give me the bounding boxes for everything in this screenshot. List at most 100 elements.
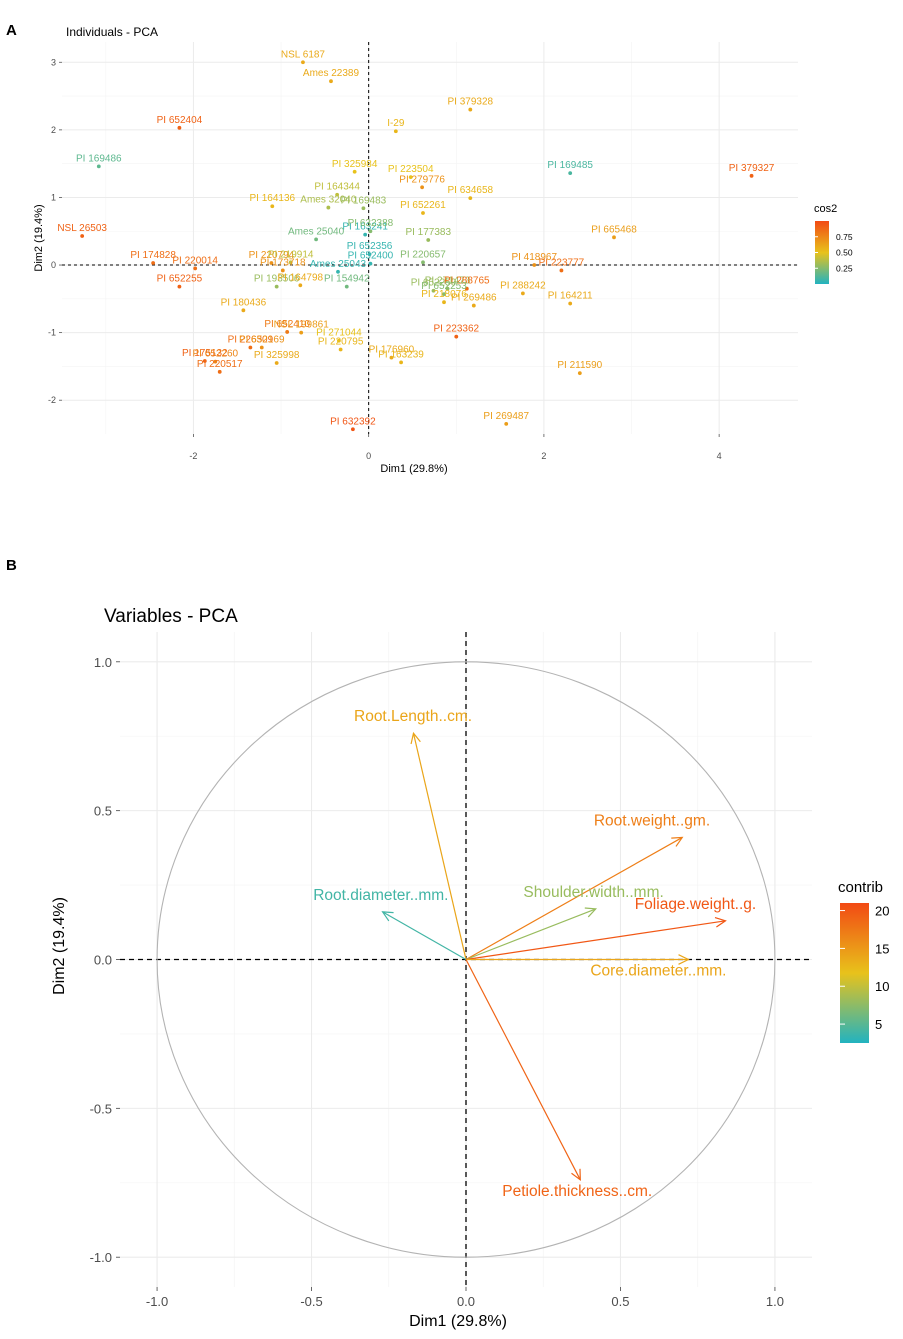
legend-b-tick-label: 10 [875, 979, 889, 994]
individual-label: PI 220794 [249, 250, 295, 261]
individual-label: PI 169486 [76, 153, 122, 164]
individual-point [568, 171, 573, 176]
individual-point [504, 421, 509, 426]
individual-point [298, 283, 303, 288]
individual-point [520, 291, 525, 296]
individual-point [361, 206, 366, 211]
individual-point [421, 260, 425, 265]
variable-arrowhead [678, 954, 690, 965]
individual-point [367, 252, 372, 257]
individual-point [389, 355, 394, 360]
individual-point [336, 338, 341, 343]
individual-point [280, 268, 285, 273]
individual-label: PI 223777 [539, 257, 585, 268]
panel-b-legend: contrib 20 15 10 5 [838, 879, 889, 1043]
x-tick-label-a: 4 [717, 451, 722, 461]
individual-point [468, 196, 473, 201]
panel-a-points [80, 60, 754, 432]
individual-point [368, 229, 373, 234]
individual-label: Ames 25040 [288, 226, 345, 237]
individual-label: PI 223504 [388, 164, 434, 175]
individual-point [329, 79, 333, 84]
y-tick-label-b: 1.0 [94, 655, 112, 670]
individual-point [285, 330, 290, 334]
individual-point [454, 334, 459, 339]
panel-a-x-axis-title: Dim1 (29.8%) [380, 463, 447, 475]
legend-b-tick-label: 20 [875, 904, 889, 919]
individual-label: PI 173718 [260, 257, 306, 268]
individual-point [274, 284, 279, 289]
y-tick-label-a: -1 [48, 328, 56, 338]
individual-label: PI 418967 [511, 252, 557, 263]
individual-point [270, 204, 275, 209]
y-tick-label-a: 2 [51, 125, 56, 135]
unit-circle [156, 661, 776, 1258]
individual-label: NSL 26503 [57, 223, 107, 234]
panel-b-correlation-circle [156, 661, 776, 1258]
x-tick-label-a: 0 [366, 451, 371, 461]
variable-arrowhead [571, 1168, 581, 1182]
individual-point [177, 284, 182, 289]
x-tick-label-b: 0.0 [457, 1294, 475, 1309]
individual-point [344, 284, 349, 289]
x-tick-label-b: -0.5 [300, 1294, 322, 1309]
variable-label: Root.weight..gm. [594, 812, 710, 829]
individual-label: PI 379327 [729, 163, 775, 174]
individual-label: PI 163239 [378, 349, 424, 360]
individual-label: PI 652169 [239, 334, 285, 345]
individual-label: PI 169485 [547, 160, 593, 171]
individual-point [288, 260, 293, 265]
individual-label: PI 220014 [172, 255, 218, 266]
individual-point [749, 173, 754, 178]
individual-point [213, 359, 218, 364]
legend-a-title: cos2 [814, 203, 837, 215]
individual-point [612, 235, 616, 240]
individual-label: PI 279776 [399, 174, 445, 185]
legend-a-tick-label: 0.50 [836, 248, 853, 258]
individual-point [248, 345, 253, 350]
legend-a-tick-label: 0.75 [836, 232, 853, 242]
individual-label: PI 652400 [348, 251, 394, 262]
individual-point [274, 361, 279, 365]
individual-label: NSL 199861 [274, 320, 330, 331]
legend-a-tick-label: 0.25 [836, 263, 853, 273]
variable-arrowhead [410, 731, 421, 745]
panel-a: A Individuals - PCA -2 0 2 4 -2 -1 0 1 2 3 NSL 61… [6, 22, 853, 475]
x-tick-label-a: 2 [541, 451, 546, 461]
variable-label: Root.Length..cm. [354, 708, 472, 725]
individual-label: PI 652255 [157, 274, 203, 285]
individual-point [468, 107, 473, 112]
individual-point [336, 269, 340, 274]
y-tick-label-b: -1.0 [90, 1250, 112, 1265]
y-tick-label-a: 3 [51, 57, 56, 67]
panel-a-axes: -2 0 2 4 -2 -1 0 1 2 3 [48, 42, 798, 461]
individual-point [442, 292, 446, 296]
individual-label: Ames 25043 [310, 259, 367, 270]
y-tick-label-a: 1 [51, 192, 56, 202]
individual-label: PI 219914 [268, 249, 314, 260]
individual-point [393, 129, 398, 134]
individual-point [301, 60, 305, 65]
individual-label: PI 271473 [425, 276, 471, 287]
panel-label-b: B [6, 557, 17, 574]
individual-label: PI 325984 [332, 159, 378, 170]
y-tick-label-a: -2 [48, 395, 56, 405]
individual-label: PI 379328 [448, 97, 494, 108]
individual-point [80, 234, 85, 238]
individual-point [408, 175, 413, 180]
individual-label: PI 269487 [483, 411, 529, 422]
individual-label: PI 652261 [400, 200, 446, 211]
individual-point [314, 237, 318, 242]
individual-point [96, 164, 101, 169]
variable-label: Core.diameter..mm. [590, 963, 726, 980]
individual-point [442, 300, 446, 305]
individual-label: PI 288242 [500, 280, 546, 291]
y-tick-label-a: 0 [51, 260, 56, 270]
individual-label: PI 164211 [548, 291, 593, 302]
individual-label: PI 226309 [228, 334, 274, 345]
panel-b: B Variables - PCA -1.0 -0.5 0.0 0.5 1.0 -1.0 -… [6, 557, 889, 1330]
panel-a-plot-background [62, 42, 798, 434]
individual-label: PI 163241 [342, 222, 388, 233]
individual-point [445, 286, 450, 291]
